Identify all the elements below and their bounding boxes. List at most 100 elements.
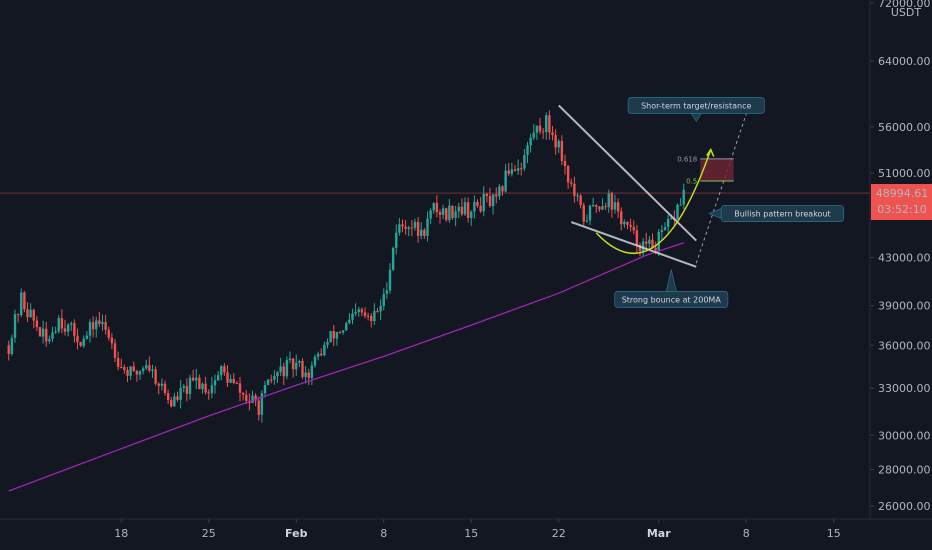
candle-body-138: [438, 212, 442, 215]
candle-body-87: [279, 366, 282, 373]
candle-body-127: [404, 226, 407, 229]
candle-body-114: [363, 312, 367, 316]
x-tick-label-8: 15: [827, 527, 841, 540]
candle-body-176: [557, 141, 560, 148]
candle-body-149: [473, 201, 476, 212]
candle-body-78: [251, 395, 254, 403]
candle-body-8: [32, 309, 35, 321]
candle-body-120: [382, 293, 385, 306]
candle-body-24: [82, 338, 85, 346]
candle-body-202: [638, 244, 642, 252]
candle-body-196: [620, 211, 623, 225]
candle-body-17: [60, 318, 64, 329]
candle-body-216: [682, 189, 685, 205]
candle-body-146: [463, 202, 467, 215]
bounce-arc-arrowhead: [706, 147, 715, 157]
candle-body-214: [676, 204, 679, 220]
candle-body-165: [523, 155, 526, 169]
candle-body-208: [657, 232, 660, 251]
candle-body-159: [504, 170, 507, 192]
candle-body-182: [576, 195, 579, 197]
candle-body-154: [488, 196, 492, 207]
candle-body-68: [220, 366, 223, 376]
candle-body-16: [57, 318, 60, 332]
candle-body-96: [307, 372, 310, 378]
candle-body-197: [623, 221, 626, 225]
candles-layer: [7, 110, 685, 423]
candle-body-124: [395, 232, 398, 248]
y-tick-label-10: 64000.00: [878, 55, 931, 68]
ma-200-line: [8, 242, 685, 492]
candle-body-0: [7, 345, 10, 354]
candle-body-160: [507, 170, 510, 174]
candle-body-157: [498, 186, 501, 197]
candle-body-143: [454, 211, 457, 218]
candle-body-58: [188, 377, 192, 394]
candle-body-107: [341, 330, 345, 333]
candle-body-44: [145, 365, 148, 369]
candle-body-30: [101, 322, 104, 325]
candle-body-92: [295, 362, 298, 370]
candle-body-83: [266, 379, 270, 385]
candle-body-184: [582, 205, 585, 222]
candle-body-178: [563, 160, 567, 167]
candle-body-69: [223, 366, 226, 373]
candle-body-19: [66, 324, 70, 332]
candle-body-66: [213, 380, 217, 386]
callout-text-2: Strong bounce at 200MA: [622, 295, 722, 304]
candle-body-192: [607, 193, 610, 208]
candle-body-72: [232, 379, 235, 384]
candle-body-122: [388, 269, 392, 291]
candle-body-131: [416, 221, 420, 236]
candle-body-204: [645, 241, 648, 244]
candle-body-62: [201, 383, 204, 390]
candle-body-40: [132, 366, 135, 371]
candle-body-163: [516, 168, 520, 171]
candle-body-142: [451, 205, 454, 218]
candle-body-119: [379, 305, 382, 312]
candle-body-18: [63, 328, 67, 332]
candle-body-84: [270, 379, 273, 381]
candle-body-81: [260, 393, 264, 415]
candle-body-175: [554, 135, 557, 148]
candle-body-88: [282, 366, 285, 377]
candle-body-112: [357, 309, 360, 313]
candle-body-60: [195, 377, 198, 381]
candle-body-130: [413, 221, 417, 228]
candle-body-215: [679, 204, 682, 206]
candle-body-189: [598, 206, 601, 210]
candle-body-12: [45, 328, 48, 342]
candle-body-89: [285, 360, 289, 377]
candle-body-26: [88, 322, 92, 336]
candle-body-86: [276, 372, 279, 377]
candle-body-10: [38, 327, 42, 337]
candle-body-35: [116, 357, 120, 367]
candle-body-80: [257, 400, 260, 415]
candle-body-193: [610, 193, 614, 210]
callout-pointer-2: [665, 269, 677, 292]
candle-body-98: [313, 356, 317, 366]
candle-body-39: [129, 366, 132, 376]
candle-body-153: [485, 193, 489, 197]
candle-body-150: [476, 201, 479, 206]
fib-label-1: 0.5: [686, 178, 697, 186]
candle-body-203: [641, 241, 645, 252]
candle-body-63: [204, 383, 207, 393]
candle-body-27: [91, 322, 95, 330]
candle-body-140: [445, 208, 448, 221]
projection-line: [695, 113, 747, 264]
candle-body-180: [570, 182, 573, 184]
candle-body-70: [226, 372, 229, 383]
candle-body-148: [470, 211, 473, 218]
candle-body-171: [541, 131, 545, 133]
candle-body-139: [441, 208, 445, 215]
candle-body-174: [551, 132, 554, 136]
candle-body-118: [376, 310, 379, 312]
y-tick-label-4: 36000.00: [878, 339, 931, 352]
y-tick-label-3: 33000.00: [878, 382, 931, 395]
candle-body-75: [241, 392, 245, 395]
candle-body-116: [370, 316, 373, 322]
